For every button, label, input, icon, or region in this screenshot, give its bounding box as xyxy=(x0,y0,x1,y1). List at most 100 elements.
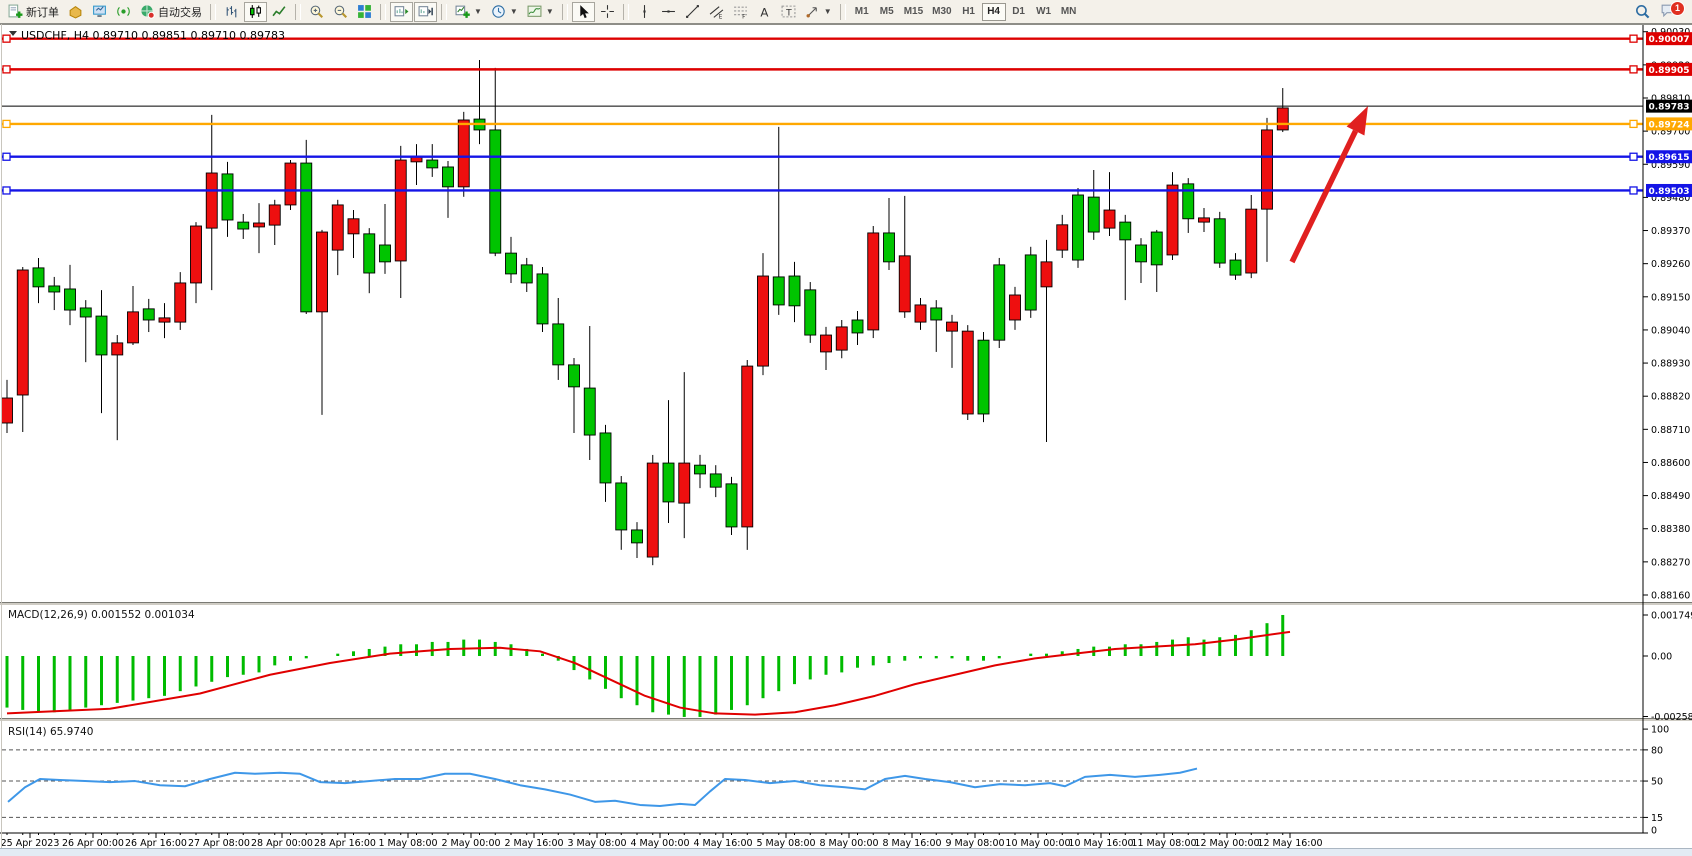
hline-0.89503[interactable]: 0.89503 xyxy=(2,183,1692,197)
crosshair-button[interactable] xyxy=(596,2,619,22)
search-button[interactable] xyxy=(1631,2,1654,22)
svg-text:0.88380: 0.88380 xyxy=(1651,524,1690,535)
svg-text:12 May 00:00: 12 May 00:00 xyxy=(1194,838,1259,849)
auto-scroll-button[interactable] xyxy=(390,1,413,22)
svg-text:0.88820: 0.88820 xyxy=(1651,392,1690,403)
svg-text:4 May 00:00: 4 May 00:00 xyxy=(630,838,689,849)
svg-text:0.89700: 0.89700 xyxy=(1651,127,1690,138)
hline-0.90007[interactable]: 0.90007 xyxy=(2,32,1692,46)
macd-label: MACD(12,26,9) 0.001552 0.001034 xyxy=(8,609,195,621)
new-order-icon xyxy=(8,4,23,18)
svg-text:0.89503: 0.89503 xyxy=(1649,187,1690,197)
dropdown-arrow-icon[interactable]: ▼ xyxy=(545,7,554,16)
svg-text:0.89040: 0.89040 xyxy=(1651,325,1690,336)
toolbar-separator xyxy=(210,3,216,20)
dropdown-arrow-icon[interactable]: ▼ xyxy=(823,7,832,16)
toolbar-separator xyxy=(380,3,386,20)
svg-text:T: T xyxy=(785,9,792,19)
shapes-icon xyxy=(806,7,817,18)
monitor-icon xyxy=(93,5,106,17)
svg-text:E: E xyxy=(718,14,722,19)
hline-0.89905[interactable]: 0.89905 xyxy=(2,62,1692,76)
indicators-button[interactable]: ▼ xyxy=(523,2,558,22)
draw-trendline-button[interactable] xyxy=(681,2,704,22)
toolbar-separator xyxy=(441,3,447,20)
candlestick-mode-button[interactable] xyxy=(244,1,267,22)
svg-text:0.89905: 0.89905 xyxy=(1649,66,1690,76)
toolbar-separator xyxy=(561,3,568,20)
svg-text:0.89590: 0.89590 xyxy=(1651,160,1690,171)
signals-button[interactable] xyxy=(112,2,135,22)
svg-text:5 May 08:00: 5 May 08:00 xyxy=(756,838,815,849)
svg-text:15: 15 xyxy=(1651,813,1663,824)
symbol-dropdown-icon[interactable] xyxy=(9,31,17,36)
chart-shift-button[interactable] xyxy=(414,1,437,22)
draw-fibonacci-button[interactable]: F xyxy=(729,2,752,22)
dropdown-arrow-icon[interactable]: ▼ xyxy=(474,7,482,16)
svg-text:100: 100 xyxy=(1651,725,1669,736)
candles-icon xyxy=(250,5,261,18)
auto-trading-button[interactable]: 自动交易 xyxy=(136,2,206,22)
timeframe-m1-button[interactable]: M1 xyxy=(850,3,874,21)
main-toolbar: 新订单 自动交易 ▼ ▼ ▼ E F A T ▼ M1 M5 M15 M30 H1 H4 D1 W1 MN 1 xyxy=(0,0,1692,24)
timeframe-m5-button[interactable]: M5 xyxy=(875,3,899,21)
hline-icon xyxy=(661,10,675,13)
bar-chart-mode-button[interactable] xyxy=(220,2,243,22)
hline-0.89724[interactable]: 0.89724 xyxy=(2,117,1692,131)
cursor-button[interactable] xyxy=(571,1,595,22)
timeframe-mn-button[interactable]: MN xyxy=(1057,3,1081,21)
wallet-icon xyxy=(69,6,82,19)
timeframe-h1-button[interactable]: H1 xyxy=(957,3,981,21)
line-chart-mode-button[interactable] xyxy=(268,2,291,22)
candles-layer xyxy=(1,60,1289,566)
bars-icon xyxy=(226,6,237,18)
timeframe-w1-button[interactable]: W1 xyxy=(1032,3,1056,21)
draw-vline-button[interactable] xyxy=(633,2,656,22)
draw-label-button[interactable]: T xyxy=(777,2,800,22)
dropdown-arrow-icon[interactable]: ▼ xyxy=(509,7,518,16)
timeframe-m30-button[interactable]: M30 xyxy=(928,3,955,21)
zoom-in-button[interactable] xyxy=(305,2,328,22)
periods-button[interactable]: ▼ xyxy=(487,2,522,22)
chart-title: USDCHF, H4 0.89710 0.89851 0.89710 0.897… xyxy=(21,29,285,42)
draw-shapes-button[interactable]: ▼ xyxy=(801,2,836,22)
svg-text:10 May 16:00: 10 May 16:00 xyxy=(1068,838,1133,849)
template-icon xyxy=(527,5,542,17)
fibo-icon: F xyxy=(733,6,747,19)
hline-0.89783[interactable]: 0.89783 xyxy=(2,99,1692,113)
draw-text-button[interactable]: A xyxy=(753,2,776,22)
svg-text:8 May 00:00: 8 May 00:00 xyxy=(819,838,878,849)
svg-text:28 Apr 16:00: 28 Apr 16:00 xyxy=(314,838,376,849)
zoom-out-button[interactable] xyxy=(329,2,352,22)
vline-icon xyxy=(643,5,646,18)
chart-background xyxy=(0,24,1692,856)
terminal-button[interactable] xyxy=(88,2,111,22)
zoom-in-icon xyxy=(310,5,324,19)
notifications-button[interactable]: 1 xyxy=(1660,0,1685,22)
new-order-button[interactable]: 新订单 xyxy=(4,2,63,22)
svg-text:9 May 08:00: 9 May 08:00 xyxy=(945,838,1004,849)
draw-hline-button[interactable] xyxy=(657,2,680,22)
crosshair-icon xyxy=(600,5,614,18)
svg-text:50: 50 xyxy=(1651,777,1663,788)
svg-text:12 May 16:00: 12 May 16:00 xyxy=(1257,838,1322,849)
deposit-button[interactable] xyxy=(64,2,87,22)
svg-text:26 Apr 16:00: 26 Apr 16:00 xyxy=(125,838,187,849)
svg-text:11 May 08:00: 11 May 08:00 xyxy=(1131,838,1196,849)
timeframe-h4-button[interactable]: H4 xyxy=(981,2,1006,21)
trend-arrow[interactable] xyxy=(1289,106,1368,264)
time-axis[interactable]: 25 Apr 2023 26 Apr 00:00 26 Apr 16:00 27 Ap… xyxy=(1,833,1323,849)
hline-0.89615[interactable]: 0.89615 xyxy=(2,150,1692,164)
timeframe-d1-button[interactable]: D1 xyxy=(1007,3,1031,21)
draw-channel-button[interactable]: E xyxy=(705,2,728,22)
tile-windows-button[interactable] xyxy=(353,2,376,22)
svg-text:0.00: 0.00 xyxy=(1651,652,1672,663)
timeframe-m15-button[interactable]: M15 xyxy=(900,3,927,21)
svg-text:27 Apr 08:00: 27 Apr 08:00 xyxy=(188,838,250,849)
new-chart-button[interactable]: ▼ xyxy=(451,2,486,22)
chart-play-icon xyxy=(394,6,409,17)
